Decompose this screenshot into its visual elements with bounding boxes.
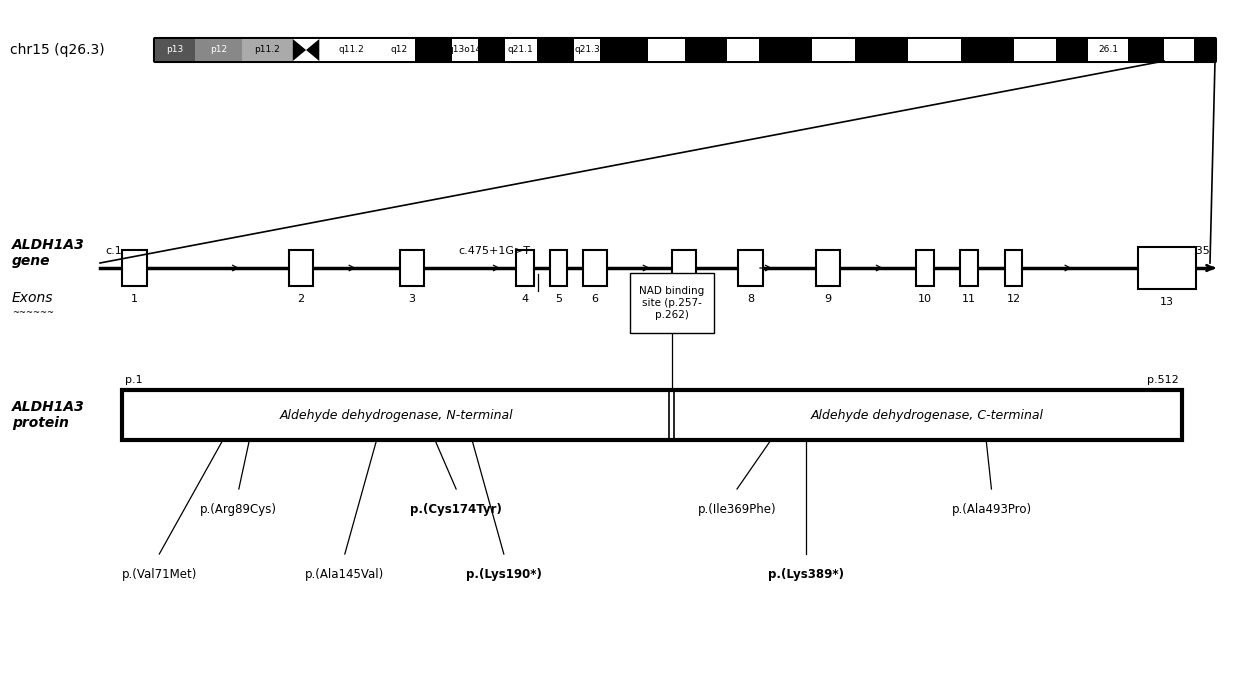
Text: p.(Lys190*): p.(Lys190*) [466, 568, 542, 581]
Bar [649, 39, 684, 61]
Text: p.(Cys174Tyr): p.(Cys174Tyr) [410, 503, 502, 516]
Bar [1164, 39, 1194, 61]
Text: 11: 11 [962, 294, 976, 304]
Text: 7: 7 [681, 294, 687, 304]
Text: ALDH1A3
gene: ALDH1A3 gene [12, 238, 84, 268]
Text: Exons: Exons [12, 291, 53, 305]
Text: p.1: p.1 [125, 375, 143, 385]
Text: 3: 3 [408, 294, 415, 304]
Bar [916, 250, 934, 286]
Text: 26.1: 26.1 [1097, 45, 1118, 54]
Bar [383, 39, 414, 61]
Text: p.(Lys389*): p.(Lys389*) [768, 568, 844, 581]
Bar [574, 39, 600, 61]
Text: q11.2: q11.2 [339, 45, 365, 54]
Text: Aldehyde dehydrogenase, N-terminal: Aldehyde dehydrogenase, N-terminal [280, 409, 513, 422]
Bar [549, 250, 568, 286]
Text: p.(Ala145Val): p.(Ala145Val) [305, 568, 384, 581]
Bar [399, 250, 424, 286]
Text: NAD binding
site (p.257-
p.262): NAD binding site (p.257- p.262) [639, 286, 704, 320]
FancyBboxPatch shape [154, 38, 1216, 62]
Text: p.(Arg89Cys): p.(Arg89Cys) [201, 503, 278, 516]
Text: 10: 10 [918, 294, 931, 304]
Bar [816, 250, 841, 286]
Bar [812, 39, 854, 61]
Text: 8: 8 [746, 294, 754, 304]
Bar [123, 390, 1182, 440]
Text: c.1: c.1 [105, 246, 122, 256]
Text: q21.3: q21.3 [574, 45, 600, 54]
Text: p12: p12 [210, 45, 227, 54]
Bar [123, 250, 146, 286]
Text: 5: 5 [556, 294, 562, 304]
Text: ~~~~~~: ~~~~~~ [12, 308, 55, 317]
Polygon shape [293, 39, 306, 61]
Text: p11.2: p11.2 [254, 45, 280, 54]
Bar [1138, 247, 1195, 289]
Bar [1087, 39, 1128, 61]
Text: q12: q12 [391, 45, 408, 54]
Bar [908, 39, 961, 61]
Text: 2: 2 [298, 294, 305, 304]
Bar [242, 39, 293, 61]
Bar [728, 39, 759, 61]
Text: c.1535: c.1535 [1172, 246, 1210, 256]
Text: Aldehyde dehydrogenase, C-terminal: Aldehyde dehydrogenase, C-terminal [811, 409, 1043, 422]
Bar [293, 39, 320, 61]
Bar [320, 39, 383, 61]
FancyBboxPatch shape [630, 273, 714, 333]
Polygon shape [306, 39, 320, 61]
Text: 6: 6 [591, 294, 599, 304]
Bar [738, 250, 763, 286]
Bar [451, 39, 479, 61]
Bar [516, 250, 534, 286]
Text: chr15 (q26.3): chr15 (q26.3) [10, 43, 104, 57]
Text: p13: p13 [166, 45, 184, 54]
Text: ALDH1A3
protein: ALDH1A3 protein [12, 400, 84, 430]
Text: 9: 9 [825, 294, 832, 304]
Text: 13: 13 [1159, 297, 1174, 307]
Bar [195, 39, 242, 61]
Bar [289, 250, 314, 286]
Bar [505, 39, 537, 61]
Text: q21.1: q21.1 [508, 45, 533, 54]
Bar [1013, 39, 1056, 61]
Text: p.(Ala493Pro): p.(Ala493Pro) [951, 503, 1032, 516]
Text: p.(Val71Met): p.(Val71Met) [122, 568, 197, 581]
Text: 4: 4 [522, 294, 528, 304]
Text: 1: 1 [131, 294, 138, 304]
Text: 12: 12 [1007, 294, 1021, 304]
Text: c.475+1G>T: c.475+1G>T [459, 246, 531, 256]
Text: p.512: p.512 [1147, 375, 1179, 385]
Bar [583, 250, 608, 286]
Bar [960, 250, 978, 286]
Text: p.(Ile369Phe): p.(Ile369Phe) [698, 503, 776, 516]
Bar [155, 39, 195, 61]
Bar [1004, 250, 1023, 286]
Text: q13o14: q13o14 [448, 45, 481, 54]
Bar [672, 250, 696, 286]
